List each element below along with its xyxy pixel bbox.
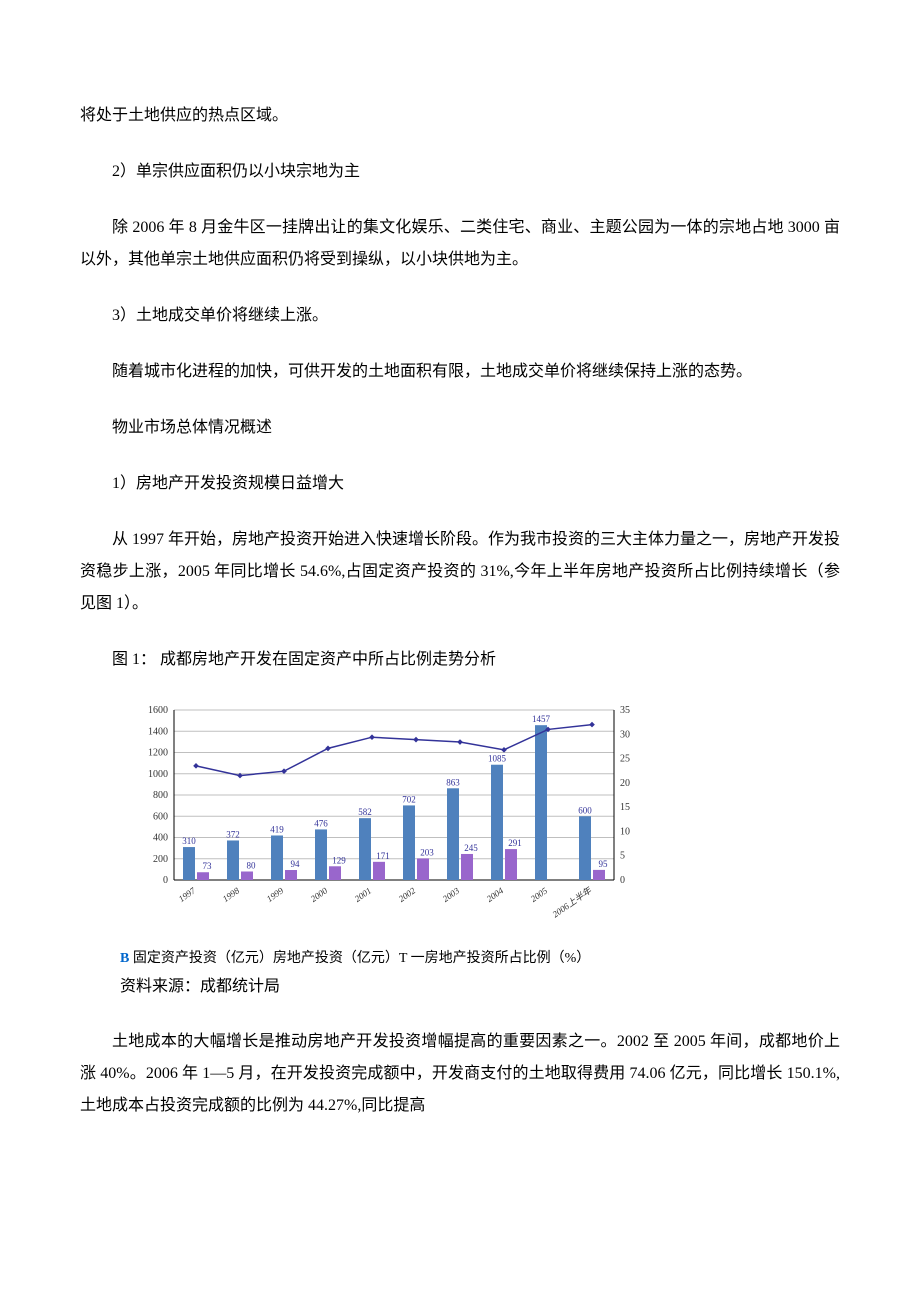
svg-text:203: 203 bbox=[420, 847, 434, 857]
paragraph: 物业市场总体情况概述 bbox=[80, 412, 840, 444]
paragraph: 土地成本的大幅增长是推动房地产开发投资增幅提高的重要因素之一。2002 至 20… bbox=[80, 1026, 840, 1122]
svg-text:10: 10 bbox=[620, 826, 630, 837]
svg-text:702: 702 bbox=[402, 794, 416, 804]
svg-text:245: 245 bbox=[464, 843, 478, 853]
svg-text:0: 0 bbox=[620, 875, 625, 886]
svg-text:1457: 1457 bbox=[532, 714, 551, 724]
svg-text:600: 600 bbox=[153, 811, 168, 822]
bar-line-chart: 0 200 400 600 800 1000 1200 1400 1600 0 5 10 15 20 25 3… bbox=[120, 700, 660, 940]
paragraph: 从 1997 年开始，房地产投资开始进入快速增长阶段。作为我市投资的三大主体力量… bbox=[80, 524, 840, 620]
svg-text:80: 80 bbox=[247, 861, 257, 871]
svg-text:800: 800 bbox=[153, 790, 168, 801]
svg-text:1000: 1000 bbox=[148, 769, 168, 780]
figure-caption: 图 1： 成都房地产开发在固定资产中所占比例走势分析 bbox=[80, 644, 840, 676]
paragraph: 除 2006 年 8 月金牛区一挂牌出让的集文化娱乐、二类住宅、商业、主题公园为… bbox=[80, 212, 840, 276]
svg-text:20: 20 bbox=[620, 778, 630, 789]
svg-text:372: 372 bbox=[226, 829, 240, 839]
svg-text:291: 291 bbox=[508, 838, 522, 848]
svg-text:310: 310 bbox=[182, 836, 196, 846]
chart-figure-1: 0 200 400 600 800 1000 1200 1400 1600 0 5 10 15 20 25 3… bbox=[120, 700, 840, 940]
svg-text:419: 419 bbox=[270, 824, 284, 834]
svg-text:1200: 1200 bbox=[148, 748, 168, 759]
legend-text: 固定资产投资（亿元）房地产投资（亿元）T 一房地产投资所占比例（%） bbox=[129, 951, 590, 966]
svg-text:95: 95 bbox=[599, 859, 609, 869]
svg-text:1085: 1085 bbox=[488, 754, 507, 764]
svg-text:73: 73 bbox=[203, 861, 213, 871]
svg-text:863: 863 bbox=[446, 777, 460, 787]
paragraph: 3）土地成交单价将继续上涨。 bbox=[80, 300, 840, 332]
svg-text:600: 600 bbox=[578, 805, 592, 815]
svg-text:30: 30 bbox=[620, 729, 630, 740]
document-page: 将处于土地供应的热点区域。 2）单宗供应面积仍以小块宗地为主 除 2006 年 … bbox=[0, 0, 920, 1206]
svg-text:35: 35 bbox=[620, 705, 630, 716]
paragraph: 1）房地产开发投资规模日益增大 bbox=[80, 468, 840, 500]
svg-text:1400: 1400 bbox=[148, 726, 168, 737]
paragraph: 2）单宗供应面积仍以小块宗地为主 bbox=[80, 156, 840, 188]
chart-legend: B 固定资产投资（亿元）房地产投资（亿元）T 一房地产投资所占比例（%） bbox=[120, 946, 840, 971]
svg-text:0: 0 bbox=[163, 875, 168, 886]
svg-text:171: 171 bbox=[376, 851, 390, 861]
svg-text:582: 582 bbox=[358, 807, 372, 817]
svg-text:129: 129 bbox=[332, 855, 346, 865]
svg-text:1600: 1600 bbox=[148, 705, 168, 716]
chart-source: 资料来源：成都统计局 bbox=[120, 973, 840, 1002]
svg-text:476: 476 bbox=[314, 818, 328, 828]
svg-text:200: 200 bbox=[153, 854, 168, 865]
svg-text:5: 5 bbox=[620, 851, 625, 862]
paragraph: 将处于土地供应的热点区域。 bbox=[80, 100, 840, 132]
legend-prefix: B bbox=[120, 951, 129, 966]
svg-text:400: 400 bbox=[153, 833, 168, 844]
svg-text:25: 25 bbox=[620, 754, 630, 765]
paragraph: 随着城市化进程的加快，可供开发的土地面积有限，土地成交单价将继续保持上涨的态势。 bbox=[80, 356, 840, 388]
svg-text:15: 15 bbox=[620, 802, 630, 813]
svg-text:94: 94 bbox=[291, 859, 301, 869]
